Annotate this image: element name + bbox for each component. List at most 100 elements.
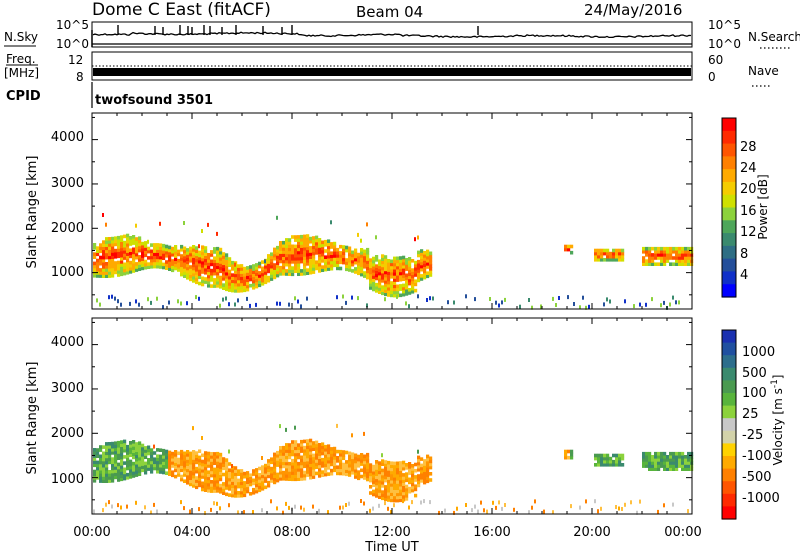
velocity-echo-cell [276,478,280,483]
power-y-tick-1000: 1000 [51,265,84,280]
power-echo-cell [135,252,139,257]
power-echo-cell [642,259,646,263]
power-echo-cell [294,250,298,255]
power-echo-cell [171,265,175,269]
power-echo-cell [672,246,676,251]
velocity-echo-cell [285,477,289,481]
power-echo-cell [651,262,655,266]
power-echo-cell [111,246,115,250]
power-echo-cell [270,264,274,269]
power-echo-cell [258,271,262,275]
velocity-cbar-swatch [722,506,736,520]
velocity-echo-cell [261,465,265,469]
velocity-echo-cell [195,460,199,465]
power-echo-cell [162,262,166,267]
velocity-echo-cell [675,464,679,468]
velocity-echo-cell [129,475,133,479]
velocity-echo-cell [336,449,340,454]
power-echo-cell [117,248,121,252]
power-echo-cell [168,267,172,271]
velocity-echo-cell [657,464,661,468]
power-echo-cell [279,269,283,273]
velocity-echo-cell [108,448,112,452]
velocity-echo-cell [165,452,169,457]
velocity-echo-cell [369,485,373,489]
velocity-echo-cell [642,451,646,456]
velocity-echo-cell [111,444,115,449]
velocity-echo-cell [366,465,370,469]
velocity-echo-cell [201,459,205,464]
velocity-echo-cell [186,450,190,454]
velocity-echo-cell [207,470,211,474]
velocity-echo-cell [162,458,166,462]
velocity-echo-cell [348,470,352,474]
noise-left-tick-bottom: 10^0 [56,37,89,51]
velocity-echo-cell [570,455,574,460]
power-echo-cell [189,249,193,254]
power-echo-cell [663,259,667,263]
velocity-echo-cell [114,456,118,461]
power-y-ticks [92,116,692,296]
power-echo-cell [210,262,214,267]
velocity-echo-cell [114,441,118,445]
power-echo-cell [606,258,610,262]
power-echo-cell [309,270,313,275]
power-echo-cell [357,271,361,276]
power-echo-cell [135,265,139,269]
velocity-echo-cell [246,486,250,491]
velocity-echo-cell [396,489,400,494]
power-echo-cell [219,281,223,286]
velocity-near-range-speck [189,509,191,514]
power-echo-cell [300,241,304,245]
velocity-echo-cell [672,458,676,462]
velocity-echo-cell [615,459,619,464]
power-cbar-swatch [722,130,736,145]
velocity-y-axis-label: Slant Range [km] [25,362,40,475]
velocity-echo-cell [279,464,283,469]
power-echo-cell [672,262,676,266]
power-echo-cell [684,253,688,257]
power-echo-cell [306,243,310,248]
velocity-echo-cell [414,475,418,479]
power-echo-cell [210,278,214,282]
velocity-echo-cell [654,461,658,465]
velocity-echo-cell [618,463,622,467]
velocity-echo-cell [231,478,235,482]
power-echo-cell [174,248,178,252]
power-echo-cell [360,260,364,264]
velocity-echo-cell [117,475,121,479]
power-near-range-speck [432,296,434,301]
power-echo-cell [402,268,406,272]
velocity-echo-cell [351,461,355,466]
power-echo-cell [270,274,274,278]
power-echo-cell [258,283,262,288]
power-echo-cell [189,255,193,260]
velocity-echo-cell [96,448,100,452]
velocity-echo-cell [231,487,235,492]
power-echo-cell [228,269,232,274]
power-echo-cell [366,247,370,252]
velocity-echo-cell [384,463,388,467]
power-echo-cell [180,254,184,258]
power-echo-cell [117,260,121,265]
velocity-echo-cell [399,467,403,471]
velocity-echo-cell [180,459,184,463]
vel-cbar-tick-25: 25 [742,407,759,422]
velocity-near-range-speck [219,506,221,511]
velocity-echo-cell [204,482,208,486]
velocity-echo-cell [177,460,181,465]
velocity-echo-cell [213,473,217,478]
power-echo-cell [270,277,274,281]
power-cbar-tick-8: 8 [740,247,748,262]
velocity-echo-cell [303,461,307,465]
velocity-echo-cell [369,475,373,480]
power-echo-cell [291,247,295,252]
velocity-echo-cell [225,473,229,478]
power-echo-cell [198,281,202,286]
velocity-echo-cell [204,469,208,474]
power-echo-cell [225,256,229,260]
velocity-near-range-speck [624,502,626,507]
power-echo-cell [156,246,160,250]
velocity-echo-cell [357,460,361,465]
power-echo-cell [102,271,106,275]
